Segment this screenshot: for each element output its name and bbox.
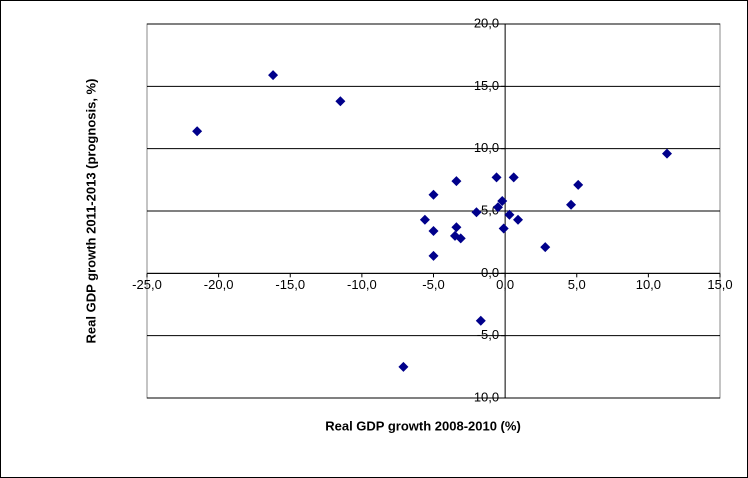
x-tick-label: 10,0: [636, 277, 661, 292]
y-tick-label: -5,0: [477, 327, 499, 342]
point: [192, 126, 203, 137]
y-tick-label: 15,0: [474, 78, 499, 93]
x-axis-title: Real GDP growth 2008-2010 (%): [325, 418, 521, 433]
point: [492, 202, 503, 213]
point: [508, 172, 519, 183]
point: [498, 223, 509, 234]
x-tick-label: 5,0: [568, 277, 586, 292]
point: [566, 199, 577, 210]
point: [268, 70, 279, 81]
point: [475, 315, 486, 326]
x-tick-label: -25,0: [132, 277, 162, 292]
point: [497, 196, 508, 207]
y-tick-label: 10,0: [474, 140, 499, 155]
point: [491, 172, 502, 183]
x-tick-label: -5,0: [422, 277, 444, 292]
point: [428, 189, 439, 200]
point: [428, 250, 439, 261]
point: [451, 222, 462, 233]
point: [455, 233, 466, 244]
point: [335, 96, 346, 107]
point: [398, 361, 409, 372]
point: [428, 225, 439, 236]
x-tick-label: -15,0: [275, 277, 305, 292]
point: [419, 214, 430, 225]
point: [451, 176, 462, 187]
y-tick-label: -10,0: [469, 389, 499, 404]
point: [504, 209, 515, 220]
point: [471, 207, 482, 218]
x-tick-label: 15,0: [707, 277, 732, 292]
point: [573, 179, 584, 190]
y-tick-label: 20,0: [474, 15, 499, 30]
y-axis-title: Real GDP growth 2011-2013 (prognosis, %): [83, 79, 98, 344]
x-tick-label: -20,0: [204, 277, 234, 292]
x-tick-label: -10,0: [347, 277, 377, 292]
point: [540, 242, 551, 253]
point: [661, 148, 672, 159]
point: [513, 214, 524, 225]
y-tick-label: 0,0: [481, 265, 499, 280]
